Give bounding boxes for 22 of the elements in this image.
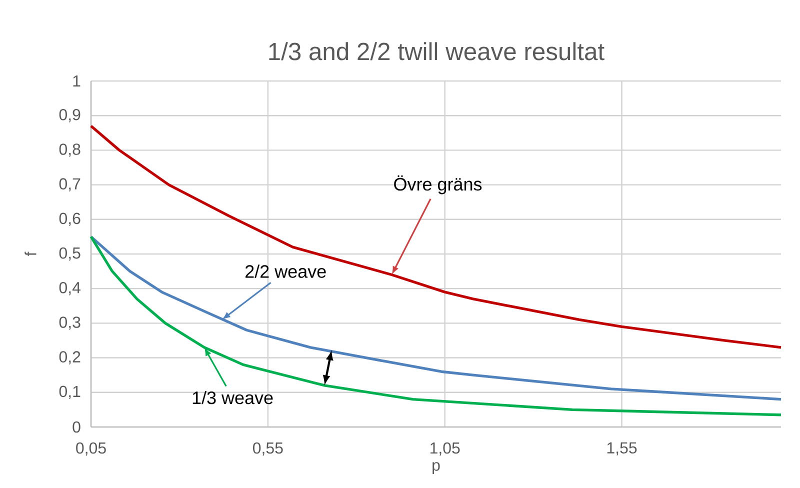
y-tick-label: 0,8 <box>59 144 80 157</box>
annotation: 1/3 weave <box>192 390 273 404</box>
x-tick-label: 1,05 <box>430 442 460 456</box>
line-series <box>90 124 782 349</box>
y-tick-label: 0 <box>72 421 80 433</box>
y-tick-label: 0,7 <box>59 178 80 192</box>
x-tick-label: 1,55 <box>607 442 637 456</box>
y-tick-label: 0,4 <box>59 282 80 296</box>
y-axis-title: f <box>24 252 36 256</box>
chart-title: 1/3 and 2/2 twill weave resultat <box>269 42 604 60</box>
annotation: Övre gräns <box>394 175 482 194</box>
x-tick-label: 0,55 <box>252 442 283 456</box>
y-tick-label: 1 <box>73 75 80 86</box>
x-tick-label: 0,05 <box>76 442 106 456</box>
y-tick-label: 0,9 <box>59 108 80 122</box>
y-tick-label: 0,1 <box>59 386 80 399</box>
y-tick-label: 0,6 <box>59 212 80 226</box>
x-axis-title: p <box>432 462 440 474</box>
y-tick-label: 0,2 <box>59 351 80 364</box>
y-tick-label: 0,5 <box>59 247 80 261</box>
annotation: 2/2 weave <box>245 264 326 278</box>
y-tick-label: 0,3 <box>59 316 80 330</box>
